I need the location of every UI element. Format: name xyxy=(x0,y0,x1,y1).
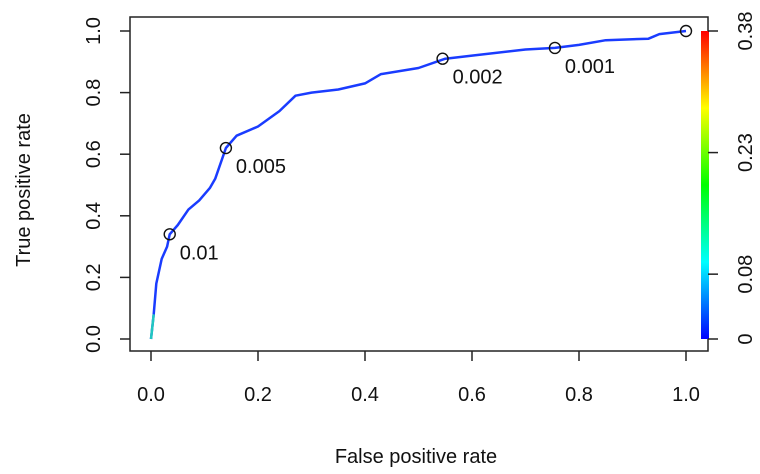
colorbar-tick-label: 0.23 xyxy=(735,133,757,172)
x-tick-label: 0.0 xyxy=(137,384,165,406)
cutoff-marker xyxy=(548,41,562,55)
y-tick-label: 0.8 xyxy=(83,79,105,107)
x-tick-label: 1.0 xyxy=(672,384,700,406)
roc-curve xyxy=(149,29,687,340)
cutoff-marker xyxy=(219,141,233,155)
x-axis-title: False positive rate xyxy=(335,446,497,468)
cutoff-marker xyxy=(679,24,693,38)
colorbar-tick-label: 0.08 xyxy=(735,255,757,294)
cutoff-label: 0.005 xyxy=(236,156,286,178)
cutoff-marker xyxy=(163,228,176,241)
x-tick-label: 0.2 xyxy=(244,384,272,406)
colorbar-tick-label: 0.38 xyxy=(735,12,757,51)
roc-curve-start xyxy=(149,314,155,340)
x-tick-label: 0.8 xyxy=(565,384,593,406)
cutoff-label: 0.002 xyxy=(453,67,503,89)
y-tick-label: 1.0 xyxy=(83,17,105,45)
colorbar-tick-label: 0 xyxy=(735,333,757,344)
cutoff-label: 0.01 xyxy=(180,242,219,264)
y-tick-label: 0.4 xyxy=(83,202,105,230)
x-tick-label: 0.4 xyxy=(351,384,379,406)
colorbar xyxy=(701,31,709,339)
y-tick-label: 0.6 xyxy=(83,140,105,168)
y-tick-label: 0.2 xyxy=(83,263,105,291)
cutoff-label: 0.001 xyxy=(565,56,615,78)
cutoff-marker xyxy=(436,52,449,65)
y-axis-title: True positive rate xyxy=(13,113,35,267)
y-tick-label: 0.0 xyxy=(83,325,105,353)
x-tick-label: 0.6 xyxy=(458,384,486,406)
